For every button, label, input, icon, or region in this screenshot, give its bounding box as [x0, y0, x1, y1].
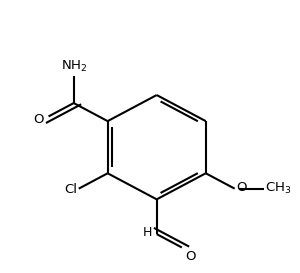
- Text: O: O: [236, 181, 247, 194]
- Text: H: H: [143, 226, 152, 239]
- Text: Cl: Cl: [64, 183, 77, 197]
- Text: O: O: [185, 250, 195, 263]
- Text: CH$_3$: CH$_3$: [265, 181, 292, 196]
- Text: NH$_2$: NH$_2$: [61, 58, 87, 74]
- Text: O: O: [34, 113, 44, 126]
